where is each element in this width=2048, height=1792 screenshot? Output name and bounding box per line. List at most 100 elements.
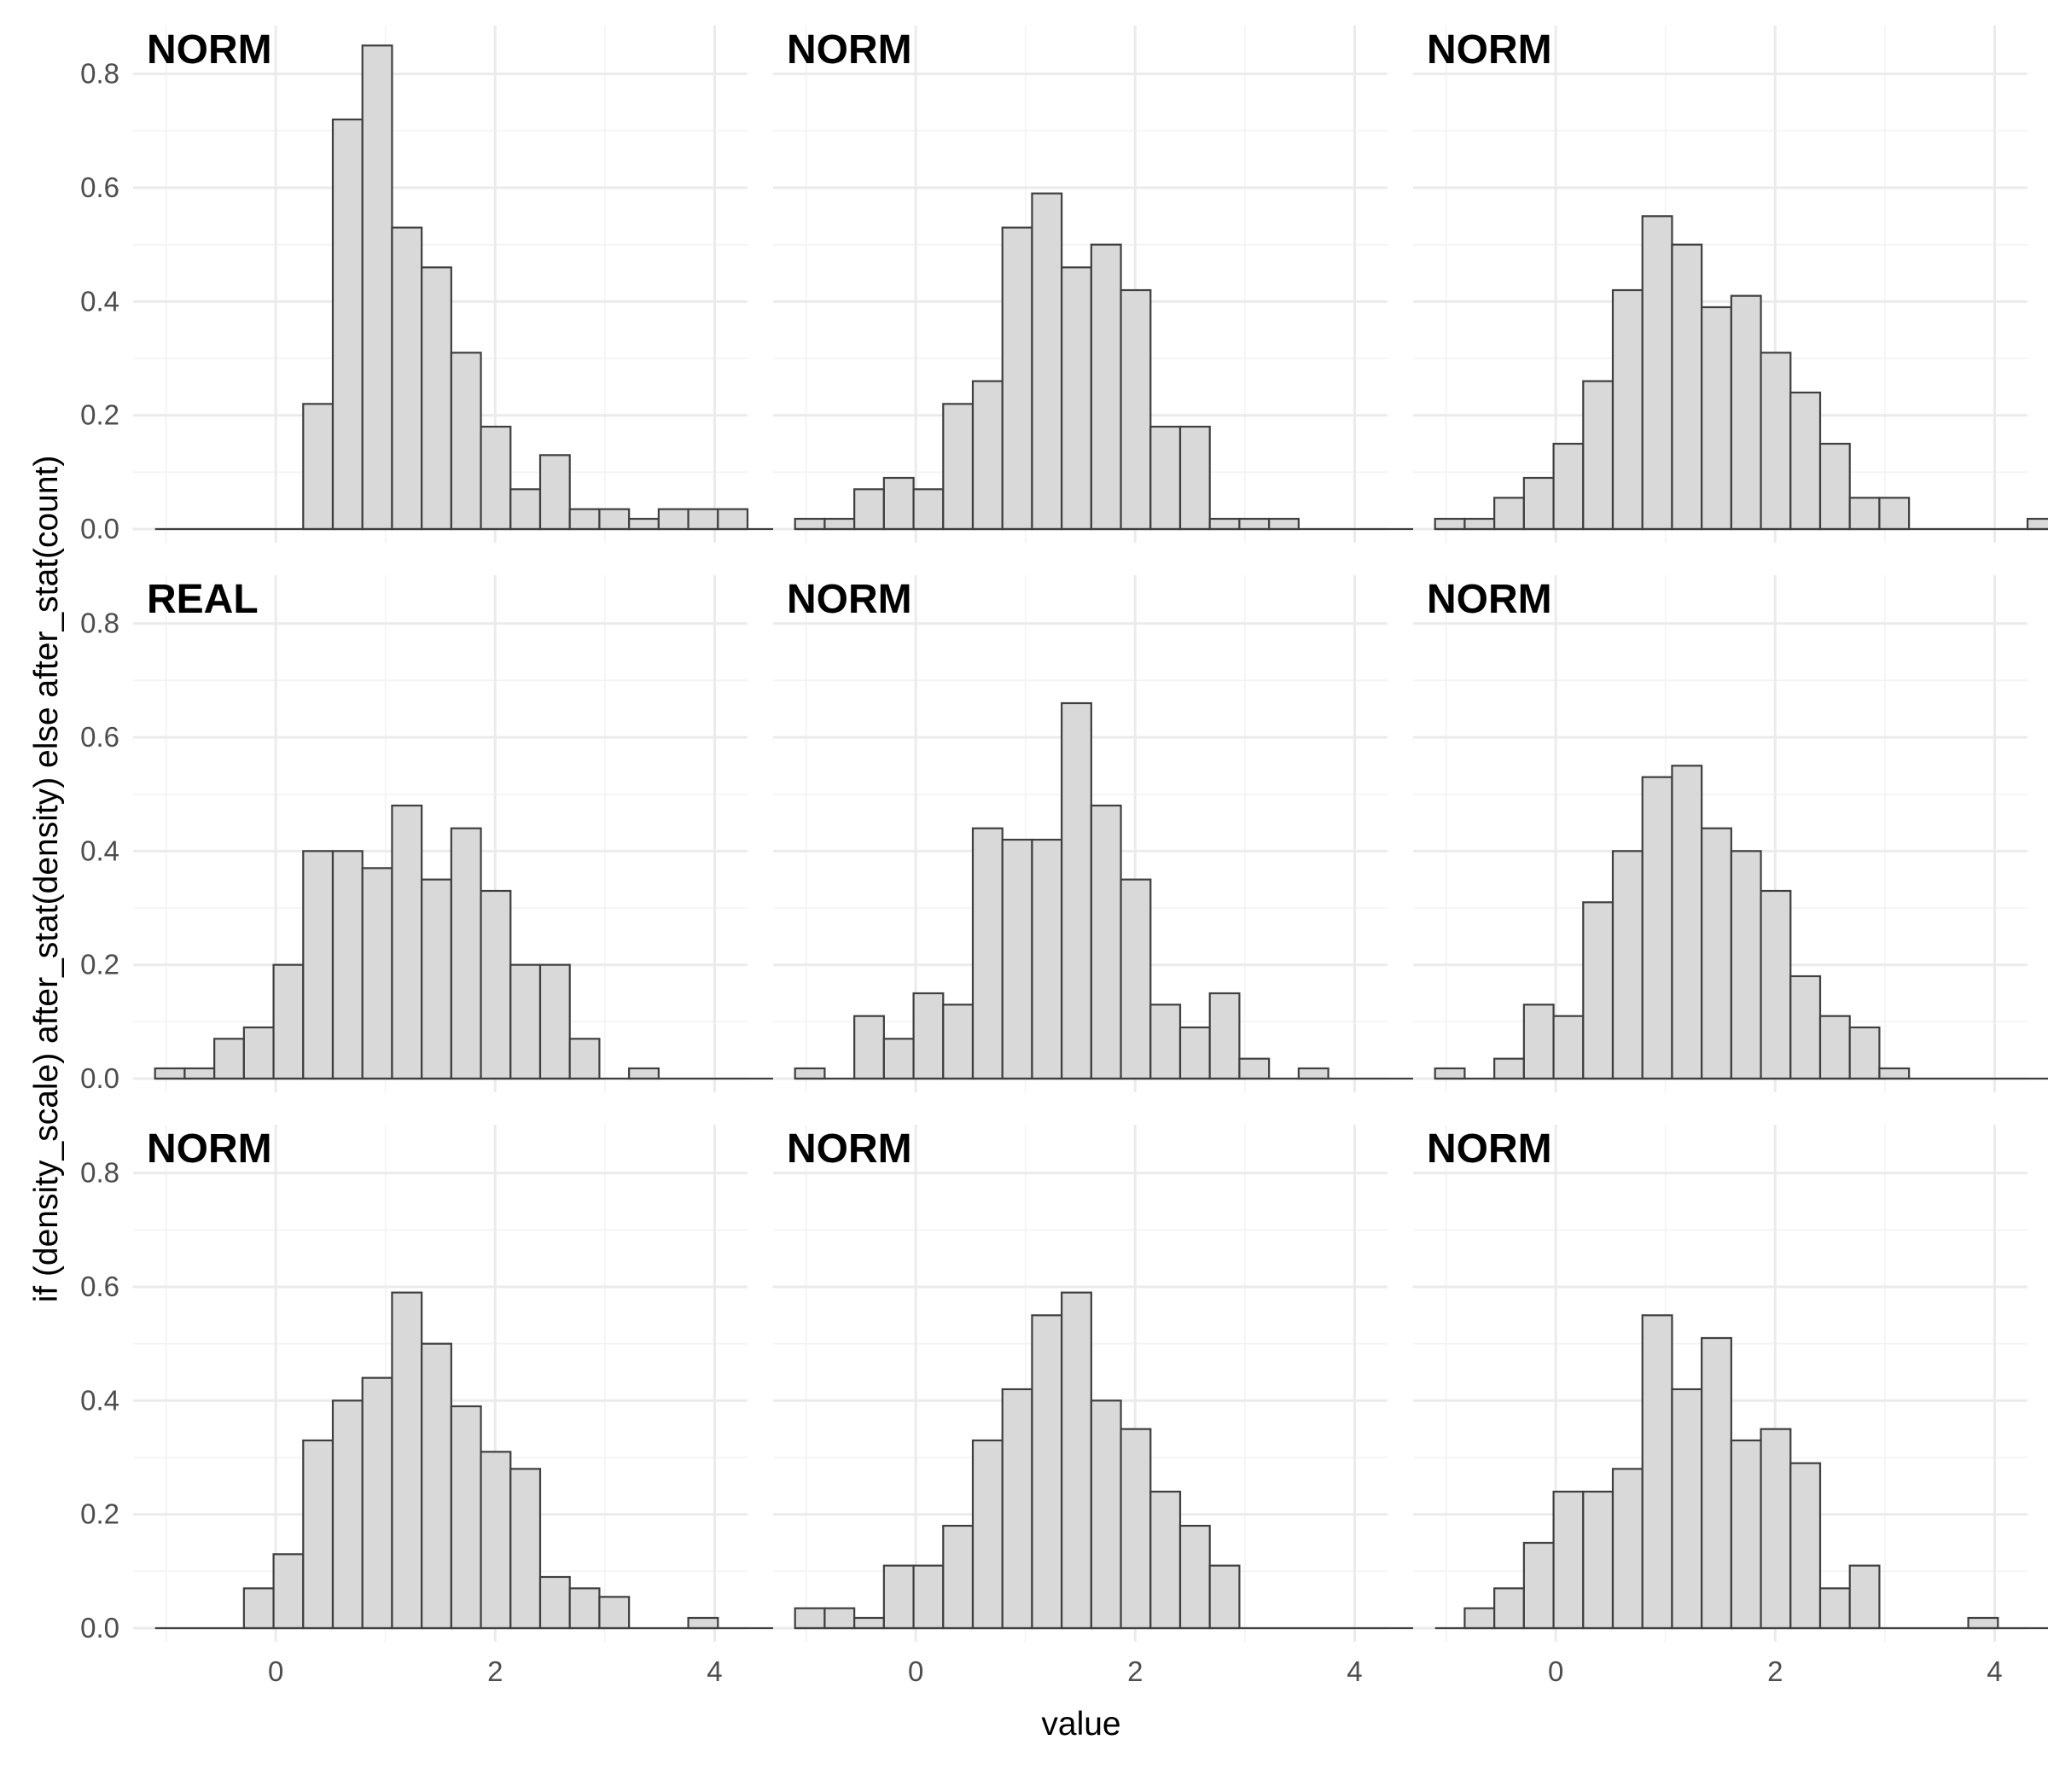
histogram-bar xyxy=(1878,497,1911,531)
histogram-bar xyxy=(912,992,945,1080)
y-tick-label: 0.0 xyxy=(80,1062,119,1094)
y-tick-label: 0.6 xyxy=(80,721,119,753)
panel-label: NORM xyxy=(1427,27,1552,73)
y-tick-label: 0.2 xyxy=(80,1498,119,1530)
histogram-bar xyxy=(272,963,305,1080)
histogram-bar xyxy=(391,1291,423,1630)
histogram-bar xyxy=(1818,1015,1851,1080)
histogram-bar xyxy=(1238,1057,1271,1080)
x-tick-label: 0 xyxy=(268,1655,283,1687)
panel-5: NORM xyxy=(773,575,1417,1092)
histogram-bar xyxy=(1611,288,1644,531)
histogram-bar xyxy=(1120,288,1152,531)
histogram-bar xyxy=(1641,215,1673,531)
histogram-bar xyxy=(1552,1015,1585,1080)
histogram-bar xyxy=(1730,1439,1762,1630)
histogram-bar xyxy=(1061,1291,1092,1630)
histogram-bar xyxy=(1760,1428,1792,1630)
histogram-bar xyxy=(1522,476,1555,531)
histogram-bar xyxy=(1434,517,1466,531)
histogram-bar xyxy=(1434,1067,1466,1080)
panel-9: NORM 0 2 4 xyxy=(1413,1125,2048,1687)
panel-6: NORM xyxy=(1413,575,2048,1092)
histogram-bar xyxy=(480,425,512,531)
y-tick-label: 0.6 xyxy=(80,1271,119,1302)
histogram-bar xyxy=(568,1587,601,1630)
histogram-bar xyxy=(628,1067,660,1080)
histogram-bar xyxy=(1967,1616,1999,1630)
histogram-bar xyxy=(1208,1564,1241,1630)
histogram-bar xyxy=(1760,889,1792,1080)
histogram-bar xyxy=(1031,838,1063,1080)
histogram-bar xyxy=(853,1616,885,1630)
histogram-bar xyxy=(1149,1490,1182,1630)
histogram-bar xyxy=(213,1038,245,1080)
panel-4: REAL 0.0 0.2 0.4 0.6 0.8 xyxy=(80,575,777,1094)
histogram-bar xyxy=(538,963,571,1080)
histogram-bar xyxy=(687,508,719,531)
histogram-bar xyxy=(1760,352,1792,531)
histogram-bar xyxy=(1061,266,1092,531)
histogram-bar xyxy=(509,963,542,1080)
panel-label: NORM xyxy=(787,27,912,73)
histogram-bar xyxy=(361,1376,393,1630)
histogram-bar xyxy=(598,1596,631,1630)
panel-label: NORM xyxy=(787,577,912,622)
y-tick-label: 0.8 xyxy=(80,1157,119,1189)
histogram-bar xyxy=(912,488,945,531)
panel-3: NORM xyxy=(1413,26,2048,543)
histogram-bar xyxy=(1090,243,1122,531)
histogram-bar xyxy=(302,403,335,531)
panel-label: REAL xyxy=(147,577,259,622)
histogram-bar xyxy=(971,827,1004,1080)
panel-label: NORM xyxy=(1427,577,1552,622)
histogram-bar xyxy=(1493,1587,1525,1630)
x-tick-label: 4 xyxy=(707,1655,722,1687)
histogram-bar xyxy=(1031,1314,1063,1630)
histogram-bar xyxy=(302,850,335,1080)
histogram-bar xyxy=(538,1575,571,1630)
histogram-bar xyxy=(687,1616,719,1630)
histogram-bar xyxy=(1611,850,1644,1080)
facet-panels: NORM 0.0 0.2 0.4 0.6 0.8 NORM NORM REAL 0.0 0.2 0.4… xyxy=(80,26,2048,1687)
histogram-bar xyxy=(1208,992,1241,1080)
histogram-bar xyxy=(1848,1026,1881,1080)
histogram-bar xyxy=(509,488,542,531)
histogram-bar xyxy=(794,517,826,531)
histogram-bar xyxy=(242,1587,275,1630)
histogram-bar xyxy=(1463,517,1496,531)
histogram-bar xyxy=(1671,1388,1703,1630)
histogram-bar xyxy=(450,1405,482,1630)
histogram-bar xyxy=(480,889,512,1080)
histogram-bar xyxy=(971,380,1004,531)
histogram-bar xyxy=(1031,192,1063,531)
histogram-bar xyxy=(1582,1490,1615,1630)
histogram-bar xyxy=(1268,517,1300,531)
panel-8: NORM 0 2 4 xyxy=(773,1125,1417,1687)
histogram-bar xyxy=(1178,1524,1211,1630)
histogram-bar xyxy=(272,1553,305,1630)
x-tick-label: 4 xyxy=(1347,1655,1362,1687)
panel-label: NORM xyxy=(1427,1126,1552,1172)
histogram-bar xyxy=(1149,425,1182,531)
histogram-bar xyxy=(1582,901,1615,1080)
histogram-bar xyxy=(1701,827,1732,1080)
histogram-bar xyxy=(1522,1004,1555,1080)
histogram-bar xyxy=(450,352,482,531)
panel-2: NORM xyxy=(773,26,1417,543)
histogram-bar xyxy=(1061,701,1092,1080)
y-tick-label: 0.6 xyxy=(80,172,119,203)
histogram-bar xyxy=(1493,1057,1525,1080)
histogram-bar xyxy=(568,508,601,531)
histogram-bar xyxy=(1611,1468,1644,1630)
histogram-bar xyxy=(1120,878,1152,1080)
histogram-bar xyxy=(1090,1399,1122,1630)
histogram-bar xyxy=(1297,1067,1329,1080)
histogram-bar xyxy=(331,850,364,1080)
histogram-bar xyxy=(717,508,749,531)
y-tick-label: 0.2 xyxy=(80,949,119,980)
histogram-bar xyxy=(391,804,423,1080)
histogram-bar xyxy=(942,1004,975,1080)
histogram-bar xyxy=(361,44,393,531)
histogram-bar xyxy=(2026,517,2048,531)
